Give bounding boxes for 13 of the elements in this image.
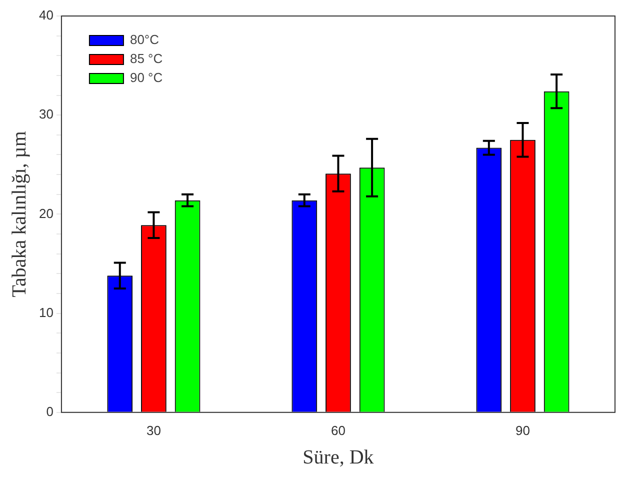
x-tick-label: 30 (146, 422, 161, 438)
legend-label: 80°C (130, 32, 160, 48)
x-axis-title: Süre, Dk (302, 446, 374, 468)
legend-label: 85 °C (130, 51, 163, 66)
y-tick-label: 20 (38, 206, 54, 221)
x-tick-label: 90 (516, 422, 530, 438)
legend-label: 90 °C (130, 70, 163, 86)
y-tick-label: 40 (38, 8, 54, 23)
y-tick-label: 10 (38, 304, 54, 320)
y-axis-title: Tabaka kalınlığı, µm (8, 130, 30, 298)
y-tick-label: 0 (46, 404, 54, 419)
x-tick-label: 60 (330, 422, 346, 438)
y-tick-label: 30 (38, 106, 54, 122)
